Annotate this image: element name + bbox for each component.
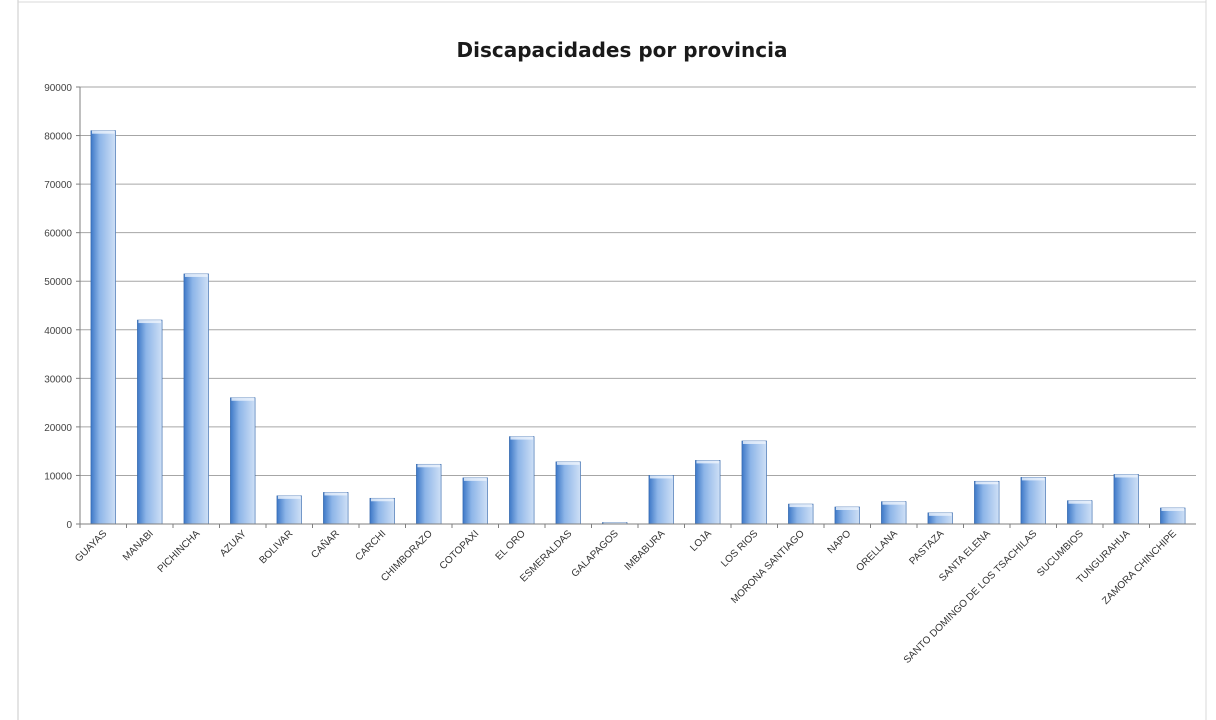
bar-highlight [277, 495, 301, 499]
y-tick-label: 20000 [44, 423, 72, 434]
bar-santa-elena[interactable] [974, 480, 1000, 525]
bar-orellana[interactable] [881, 501, 907, 525]
x-tick-label: EL ORO [494, 528, 528, 562]
bar-highlight [603, 522, 627, 524]
bar-highlight [324, 492, 348, 496]
bar-highlight [742, 440, 766, 444]
x-tick-label: CARCHI [353, 528, 388, 563]
y-tick-label: 50000 [44, 277, 72, 288]
bar-highlight [91, 130, 115, 134]
bar-highlight [1114, 474, 1138, 478]
bar-highlight [370, 498, 394, 502]
bar-azuay[interactable] [230, 397, 256, 525]
bar-guayas[interactable] [90, 130, 116, 525]
x-tick-label: LOJA [688, 528, 714, 554]
x-tick-label: SUCUMBIOS [1035, 528, 1086, 579]
bar-highlight [696, 460, 720, 464]
bar-loja[interactable] [695, 460, 721, 525]
bar-highlight [231, 397, 255, 401]
y-tick-label: 40000 [44, 326, 72, 337]
bar-highlight [975, 481, 999, 485]
bar-highlight [928, 512, 952, 516]
y-tick-label: 30000 [44, 374, 72, 385]
y-tick-label: 10000 [44, 471, 72, 482]
bar-highlight [649, 475, 673, 479]
bar-carchi[interactable] [369, 497, 395, 525]
bar-tungurahua[interactable] [1113, 474, 1139, 525]
gridlines [80, 86, 1196, 476]
bar-los-rios[interactable] [741, 440, 767, 525]
x-tick-label: GALAPAGOS [570, 528, 622, 580]
bar-el-oro[interactable] [509, 436, 535, 525]
x-tick-label: PASTAZA [907, 528, 946, 567]
bar-highlight [1021, 477, 1045, 481]
x-tick-label: ORELLANA [854, 528, 900, 574]
bar-ca-ar[interactable] [323, 492, 349, 525]
x-axis-ticks: GUAYAS MANABI PICHINCHA AZUAY BOLIVAR CAÑAR CA… [73, 524, 1179, 666]
x-tick-label: NAPO [826, 528, 854, 556]
bar-santo-domingo-de-los-tsachilas[interactable] [1020, 477, 1046, 525]
y-tick-label: 60000 [44, 229, 72, 240]
x-tick-label: BOLIVAR [257, 528, 295, 566]
y-tick-label: 90000 [44, 83, 72, 94]
bar-highlight [882, 501, 906, 505]
bars [90, 130, 1186, 525]
bar-highlight [789, 504, 813, 508]
bar-highlight [1068, 500, 1092, 504]
bar-esmeraldas[interactable] [555, 461, 581, 525]
bar-chimborazo[interactable] [416, 463, 442, 525]
bar-highlight [510, 436, 534, 440]
x-tick-label: COTOPAXI [438, 528, 482, 572]
bar-highlight [463, 477, 487, 481]
x-tick-label: AZUAY [218, 528, 249, 559]
bar-highlight [556, 461, 580, 465]
x-tick-label: PICHINCHA [156, 528, 203, 575]
bar-manabi[interactable] [137, 319, 163, 525]
x-tick-label: LOS RIOS [719, 528, 760, 569]
bar-imbabura[interactable] [648, 475, 674, 525]
y-axis-ticks: 0 10000 20000 30000 40000 50000 60000 70000 8000… [44, 83, 80, 531]
bar-cotopaxi[interactable] [462, 477, 488, 525]
bar-pichincha[interactable] [183, 273, 209, 525]
y-tick-label: 0 [66, 520, 72, 531]
bar-sucumbios[interactable] [1067, 500, 1093, 525]
bar-highlight [835, 507, 859, 511]
x-tick-label: MANABI [121, 528, 156, 563]
x-tick-label: IMBABURA [623, 528, 668, 573]
chart-title[interactable]: Discapacidades por provincia [457, 38, 788, 62]
y-tick-label: 80000 [44, 132, 72, 143]
bar-highlight [138, 320, 162, 324]
bar-highlight [1161, 507, 1185, 511]
x-tick-label: CAÑAR [308, 527, 342, 561]
bar-bolivar[interactable] [276, 495, 302, 525]
y-tick-label: 70000 [44, 180, 72, 191]
bar-highlight [417, 464, 441, 468]
bar-highlight [184, 273, 208, 277]
x-tick-label: GUAYAS [73, 528, 109, 564]
